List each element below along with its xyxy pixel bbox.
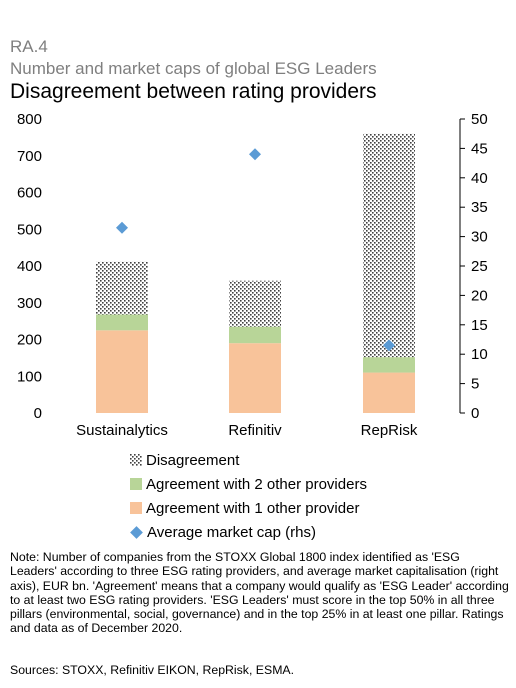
category-label: RepRisk xyxy=(361,422,418,439)
legend-item-disagreement: Disagreement xyxy=(130,448,367,472)
market-cap-marker xyxy=(116,221,128,234)
left-tick-label: 600 xyxy=(17,185,42,202)
bar-agreement-with-1-other-provider xyxy=(363,372,415,413)
bar-disagreement xyxy=(229,280,281,327)
right-tick-label: 30 xyxy=(471,229,488,246)
chart-note: Note: Number of companies from the STOXX… xyxy=(10,550,509,636)
chart-sources: Sources: STOXX, Refinitiv EIKON, RepRisk… xyxy=(10,663,295,677)
figure-subtitle: Number and market caps of global ESG Lea… xyxy=(10,59,377,78)
market-cap-marker xyxy=(383,339,395,352)
category-label: Sustainalytics xyxy=(76,422,168,439)
bar-agreement-with-1-other-provider xyxy=(96,330,148,413)
category-label: Refinitiv xyxy=(228,422,282,439)
right-tick-label: 45 xyxy=(471,140,488,157)
legend-label-market-cap: Average market cap (rhs) xyxy=(147,523,316,541)
legend-item-agreement-1: Agreement with 1 other provider xyxy=(130,496,367,520)
bar-agreement-with-2-other-providers xyxy=(363,357,415,373)
marker-group xyxy=(116,148,395,352)
right-axis: 0 5 10 15 20 25 30 35 40 45 50 xyxy=(459,111,488,422)
legend-label-disagreement: Disagreement xyxy=(146,451,240,469)
left-tick-label: 500 xyxy=(17,221,42,238)
legend-swatch-agreement-1 xyxy=(130,502,142,514)
legend-item-agreement-2: Agreement with 2 other providers xyxy=(130,472,367,496)
right-tick-label: 40 xyxy=(471,170,488,187)
legend-swatch-agreement-2 xyxy=(130,478,142,490)
right-tick-label: 25 xyxy=(471,258,488,275)
right-tick-label: 0 xyxy=(471,405,479,422)
right-tick-label: 35 xyxy=(471,199,488,216)
left-tick-label: 200 xyxy=(17,332,42,349)
left-axis: 0 100 200 300 400 500 600 700 800 xyxy=(17,111,42,422)
left-tick-label: 100 xyxy=(17,368,42,385)
left-tick-label: 300 xyxy=(17,295,42,312)
left-tick-label: 400 xyxy=(17,258,42,275)
diamond-icon xyxy=(130,525,143,539)
figure-title: Disagreement between rating providers xyxy=(10,80,377,103)
category-axis: Sustainalytics Refinitiv RepRisk xyxy=(76,422,418,439)
bar-disagreement xyxy=(363,133,415,358)
bar-group xyxy=(96,133,415,413)
figure-id: RA.4 xyxy=(10,37,48,56)
chart-legend: Disagreement Agreement with 2 other prov… xyxy=(130,448,367,544)
right-tick-label: 50 xyxy=(471,111,488,128)
right-tick-label: 15 xyxy=(471,317,488,334)
legend-swatch-disagreement xyxy=(130,454,142,466)
bar-disagreement xyxy=(96,261,148,315)
legend-label-agreement-1: Agreement with 1 other provider xyxy=(146,499,360,517)
chart-canvas: 0 100 200 300 400 500 600 700 800 0 5 10 15 20 25 30 35… xyxy=(17,111,488,439)
legend-item-market-cap: Average market cap (rhs) xyxy=(130,520,367,544)
market-cap-marker xyxy=(249,148,261,161)
legend-label-agreement-2: Agreement with 2 other providers xyxy=(146,475,367,493)
right-tick-label: 20 xyxy=(471,287,488,304)
bar-agreement-with-1-other-provider xyxy=(229,343,281,413)
left-tick-label: 800 xyxy=(17,111,42,128)
left-tick-label: 700 xyxy=(17,148,42,165)
right-tick-label: 5 xyxy=(471,376,479,393)
left-tick-label: 0 xyxy=(34,405,42,422)
bar-agreement-with-2-other-providers xyxy=(229,326,281,344)
bar-agreement-with-2-other-providers xyxy=(96,314,148,331)
right-tick-label: 10 xyxy=(471,346,488,363)
